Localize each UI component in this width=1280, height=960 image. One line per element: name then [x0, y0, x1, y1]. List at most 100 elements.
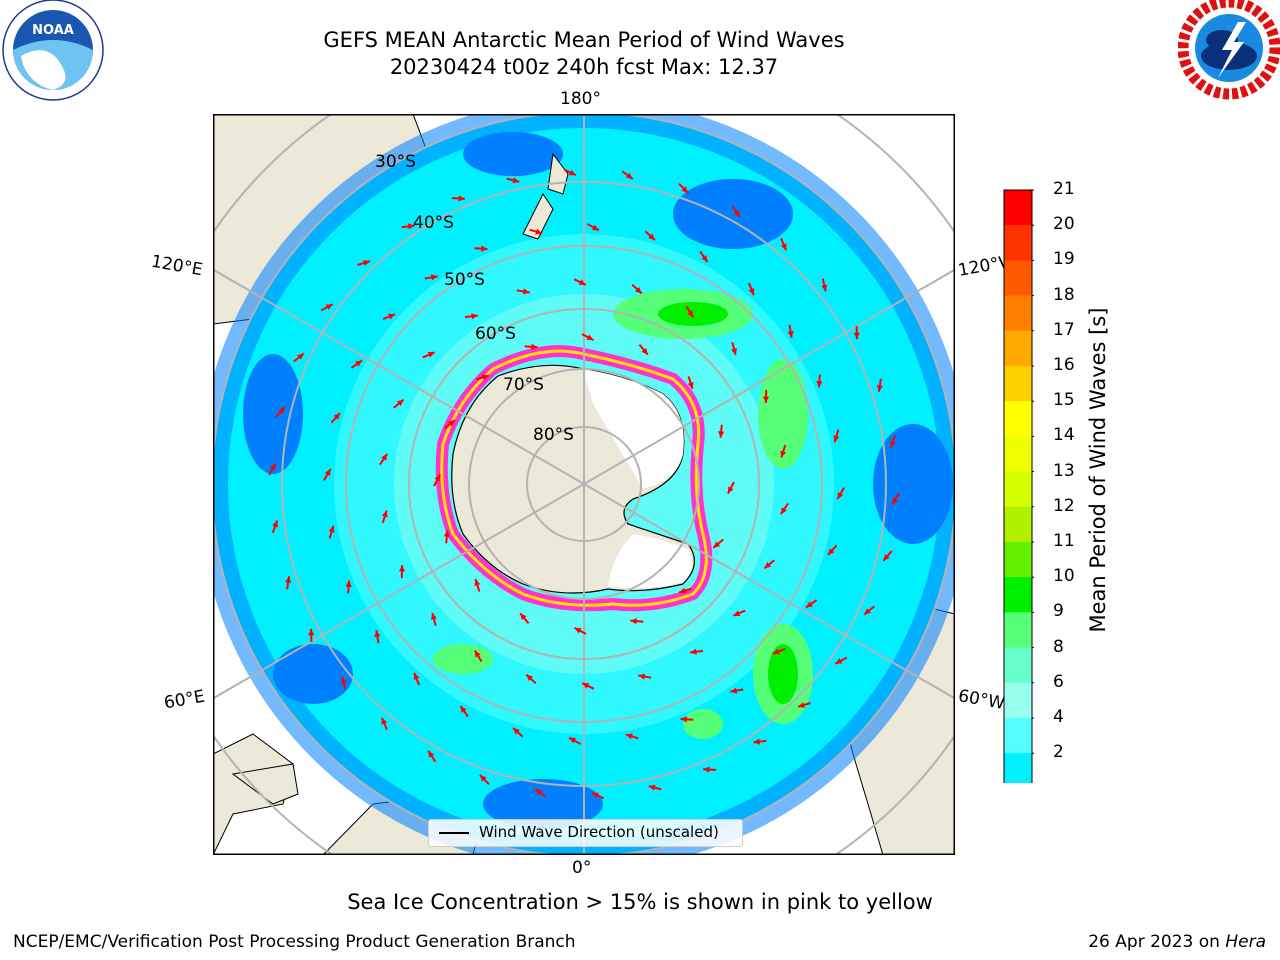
colorbar-segment: [1004, 542, 1032, 578]
wave-arrow-head: [308, 628, 315, 636]
wave-arrow-head: [482, 374, 489, 381]
colorbar-tick-label: 20: [1053, 214, 1075, 235]
wave-arrow-head: [328, 525, 335, 533]
footer-date-text: 26 Apr 2023 on: [1088, 932, 1226, 952]
colorbar-tick-label: 21: [1053, 179, 1075, 199]
wave-arrow-head: [363, 260, 370, 266]
wave-arrow-head: [806, 601, 813, 608]
wave-arrow-head: [582, 683, 590, 689]
wave-arrow-head: [396, 399, 404, 406]
colorbar-segment: [1004, 295, 1032, 332]
wave-arrow-head: [763, 396, 769, 403]
colorbar-tick-label: 17: [1053, 319, 1075, 340]
colorbar-segment: [1004, 612, 1032, 649]
footer-host: Hera: [1225, 932, 1266, 952]
colorbar-segment: [1004, 366, 1032, 402]
wave-arrow-head: [835, 658, 843, 664]
colorbar-tick-label: 13: [1053, 460, 1075, 481]
wave-arrow-head: [821, 284, 828, 292]
wave-arrow-head: [381, 453, 388, 461]
lon-label-180: 180°: [560, 89, 601, 109]
wave-arrow-head: [748, 288, 755, 296]
wave-arrow-head: [833, 435, 840, 443]
colorbar-tick-label: 15: [1053, 390, 1075, 411]
wave-arrow-head: [630, 618, 637, 625]
wave-arrow-head: [278, 407, 285, 414]
wave-arrow-head: [780, 243, 787, 251]
wave-arrow-head: [701, 255, 708, 262]
legend-line-icon: [439, 832, 469, 834]
wave-arrow-head: [522, 288, 530, 295]
wave-arrow-head: [687, 382, 694, 389]
wave-arrow-head: [460, 706, 467, 713]
wave-arrow-head: [431, 613, 437, 620]
wave-arrow-head: [569, 737, 576, 744]
wave-arrow-head: [535, 789, 543, 796]
wave-arrow-head: [586, 334, 594, 341]
footer-date: 26 Apr 2023 on Hera: [1088, 932, 1266, 952]
colorbar-tick-label: 19: [1053, 249, 1075, 270]
wave-arrow-head: [681, 186, 689, 194]
wave-arrow-head: [269, 463, 276, 471]
colorbar-segment: [1004, 506, 1032, 543]
wave-arrow-head: [381, 717, 388, 725]
lon-label-0: 0°: [572, 858, 592, 878]
lat-label-80s: 80°S: [533, 425, 574, 445]
wave-arrow-head: [526, 674, 533, 681]
africa-land: [213, 733, 294, 855]
lon-label-120e: 120°E: [149, 251, 205, 281]
colorbar-tick-label: 6: [1053, 671, 1064, 692]
wave-arrow-head: [780, 450, 787, 458]
wave-arrow-head: [648, 233, 655, 241]
wave-arrow-head: [592, 224, 599, 231]
wave-arrow-head: [374, 630, 381, 638]
colorbar-tick-label: 9: [1053, 601, 1064, 622]
wave-arrow-head: [535, 228, 543, 235]
lat-label-50s: 50°S: [444, 270, 485, 290]
wave-arrow-head: [443, 530, 450, 537]
wave-arrow-head: [679, 587, 686, 594]
wave-arrow-head: [297, 353, 304, 360]
wave-arrow-head: [648, 784, 656, 791]
wave-arrow-head: [787, 330, 794, 338]
colorbar-segment: [1004, 647, 1032, 684]
sea-ice-caption: Sea Ice Concentration > 15% is shown in …: [347, 890, 933, 914]
wave-arrow-head: [753, 738, 761, 745]
colorbar-segment: [1004, 330, 1032, 367]
wave-arrow-head: [731, 348, 737, 355]
colorbar: [1002, 188, 1034, 853]
wave-arrow-head: [864, 608, 871, 615]
wave-arrow-head: [638, 673, 646, 680]
wave-arrow-head: [837, 492, 844, 499]
wave-arrow-head: [713, 541, 721, 548]
wave-arrow-head: [883, 554, 890, 561]
wave-arrow-head: [479, 774, 487, 782]
colorbar-segment: [1004, 260, 1032, 297]
wave-arrow-head: [388, 313, 396, 320]
colorbar-tick-label: 8: [1053, 636, 1064, 657]
wave-arrow-head: [471, 313, 478, 320]
wave-arrow-head: [481, 245, 488, 252]
wave-arrow-head: [578, 279, 586, 285]
wave-arrow-head: [458, 195, 465, 202]
colorbar-label: Mean Period of Wind Waves [s]: [1086, 307, 1110, 633]
colorbar-segment: [1004, 190, 1032, 226]
chart-title: GEFS MEAN Antarctic Mean Period of Wind …: [323, 28, 845, 52]
wave-arrow-head: [381, 510, 388, 518]
longitude-gridlines: [213, 114, 955, 855]
wave-arrow-head: [531, 343, 538, 350]
wave-arrow-head: [474, 579, 481, 586]
wave-arrow-head: [324, 469, 331, 476]
wave-arrow-head: [512, 177, 520, 184]
colorbar-tick-label: 2: [1053, 742, 1064, 763]
colorbar-segment: [1004, 436, 1032, 473]
wave-arrow-head: [798, 702, 805, 708]
map-legend: Wind Wave Direction (unscaled): [428, 819, 743, 847]
wave-arrow-head: [574, 627, 582, 634]
wave-arrow-head: [413, 672, 420, 680]
wave-arrow-head: [285, 576, 292, 583]
noaa-logo-text: NOAA: [32, 23, 74, 38]
colorbar-segment: [1004, 682, 1032, 719]
wave-arrow-head: [447, 420, 455, 427]
wave-arrow-head: [690, 648, 697, 655]
